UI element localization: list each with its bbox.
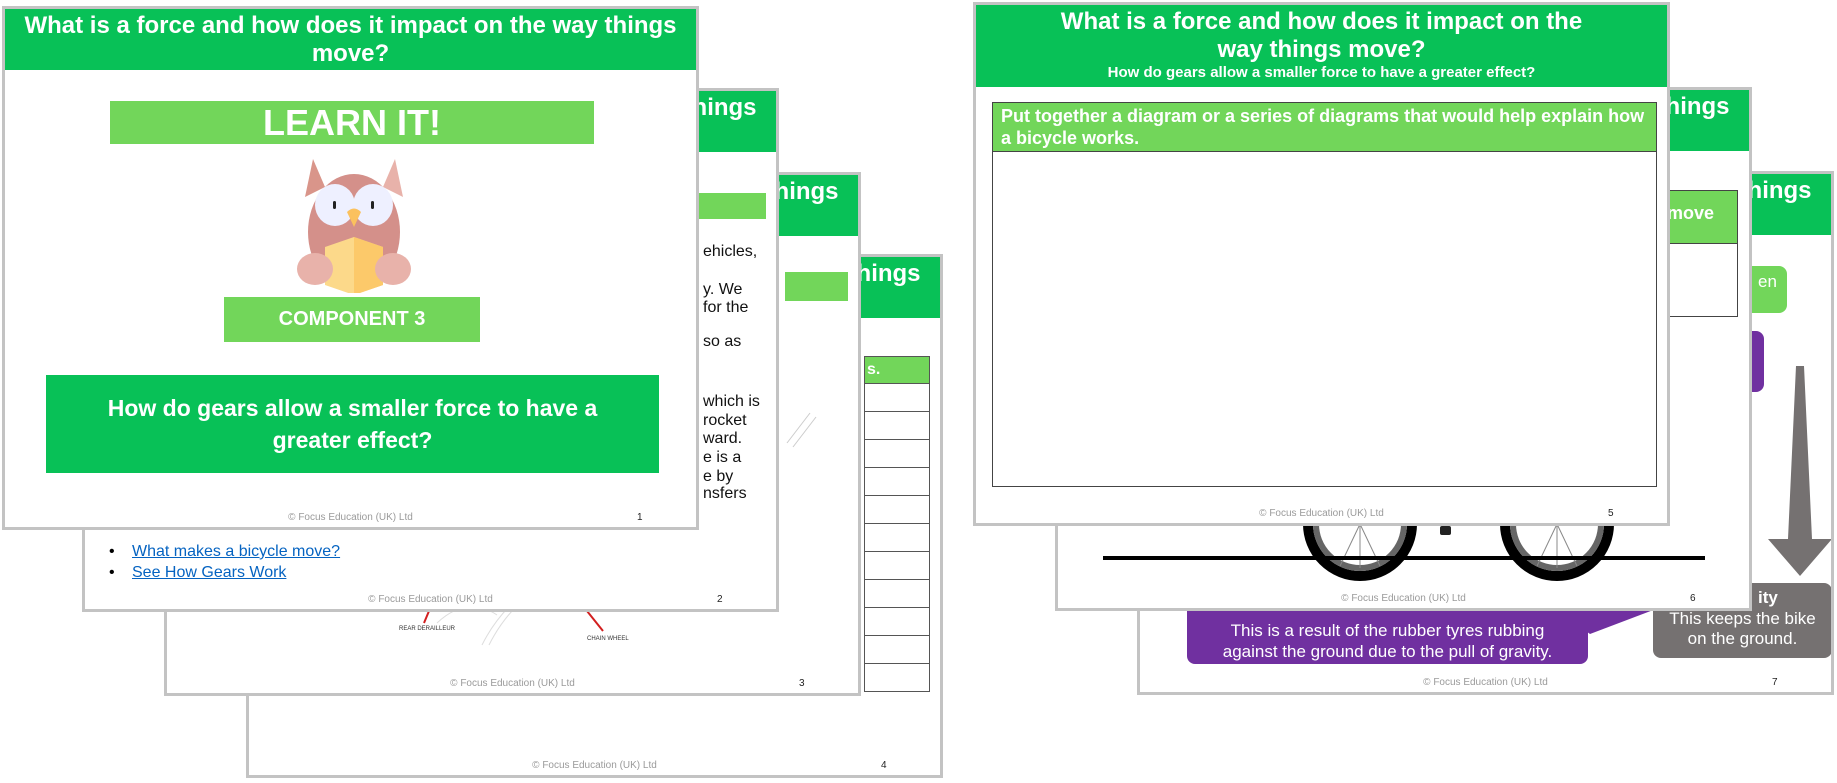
footer: © Focus Education (UK) Ltd bbox=[1341, 593, 1466, 604]
footer: © Focus Education (UK) Ltd bbox=[532, 760, 657, 771]
table-header: s. bbox=[864, 356, 930, 384]
label-rear-derailleur: REAR DERAILLEUR bbox=[399, 626, 456, 632]
bullet: • bbox=[109, 564, 115, 581]
body-text: e is a bbox=[703, 449, 742, 466]
ground-line bbox=[1103, 556, 1705, 560]
bullet: • bbox=[109, 543, 115, 560]
page-number: 4 bbox=[881, 760, 887, 771]
gravity-text: This keeps the bike on the ground. bbox=[1669, 609, 1816, 648]
page-number: 7 bbox=[1772, 677, 1778, 688]
table-row bbox=[864, 384, 930, 412]
footer: © Focus Education (UK) Ltd bbox=[368, 594, 493, 605]
slide-title: What is a force and how does it impact o… bbox=[1060, 8, 1583, 63]
gravity-title: ity bbox=[1758, 588, 1778, 607]
friction-text: This is a result of the rubber tyres rub… bbox=[1222, 621, 1553, 661]
table-row bbox=[864, 524, 930, 552]
table-row bbox=[864, 440, 930, 468]
table-row bbox=[864, 664, 930, 692]
table-row bbox=[864, 468, 930, 496]
body-text: rocket bbox=[703, 412, 747, 429]
lesson-question: How do gears allow a smaller force to ha… bbox=[107, 395, 598, 453]
table-row bbox=[864, 636, 930, 664]
table-row bbox=[864, 608, 930, 636]
arrow-rear-derailleur bbox=[423, 610, 430, 624]
page-number: 1 bbox=[637, 512, 643, 523]
slide-title: What is a force and how does it impact o… bbox=[5, 9, 696, 70]
component-banner: COMPONENT 3 bbox=[224, 297, 480, 342]
footer: © Focus Education (UK) Ltd bbox=[288, 512, 413, 523]
body-text: which is bbox=[703, 393, 760, 410]
table-row bbox=[864, 580, 930, 608]
label-chain-wheel: CHAIN WHEEL bbox=[587, 636, 629, 642]
diagram-task-text: Put together a diagram or a series of di… bbox=[1001, 106, 1645, 148]
owl-reading-book-icon bbox=[297, 159, 411, 293]
footer: © Focus Education (UK) Ltd bbox=[450, 678, 575, 689]
component-label: COMPONENT 3 bbox=[278, 308, 426, 330]
gravity-arrow bbox=[1768, 366, 1831, 576]
page-number: 6 bbox=[1690, 593, 1696, 604]
page-number: 5 bbox=[1608, 508, 1614, 519]
slide-title-block: What is a force and how does it impact o… bbox=[976, 5, 1667, 87]
diagram-task-box[interactable]: Put together a diagram or a series of di… bbox=[992, 102, 1657, 487]
instruction-bar bbox=[785, 272, 848, 301]
link-see-how-gears-work[interactable]: See How Gears Work bbox=[132, 564, 287, 581]
link-what-makes-bicycle-move[interactable]: What makes a bicycle move? bbox=[132, 543, 341, 560]
page-number: 2 bbox=[717, 594, 723, 605]
body-text: for the bbox=[703, 299, 749, 316]
arrow-chain-wheel bbox=[586, 610, 604, 632]
body-text: nsfers bbox=[703, 485, 747, 502]
slide-1[interactable]: What is a force and how does it impact o… bbox=[2, 6, 699, 530]
body-text: e by bbox=[703, 468, 734, 485]
table-row bbox=[864, 412, 930, 440]
slide-subtitle: How do gears allow a smaller force to ha… bbox=[1107, 64, 1536, 81]
question-banner: How do gears allow a smaller force to ha… bbox=[46, 375, 659, 473]
slide-5[interactable]: What is a force and how does it impact o… bbox=[973, 2, 1670, 526]
table-row bbox=[864, 496, 930, 524]
footer: © Focus Education (UK) Ltd bbox=[1259, 508, 1384, 519]
body-text: ward. bbox=[703, 430, 743, 447]
body-text: so as bbox=[703, 333, 742, 350]
page-number: 3 bbox=[799, 678, 805, 689]
body-text: ehicles, bbox=[703, 243, 758, 260]
learn-it-banner: LEARN IT! bbox=[110, 101, 594, 144]
body-text: y. We bbox=[703, 281, 743, 298]
table-header-text: s. bbox=[867, 361, 881, 378]
footer: © Focus Education (UK) Ltd bbox=[1423, 677, 1548, 688]
green-callout-text: en bbox=[1758, 272, 1777, 291]
diagram-task-header: Put together a diagram or a series of di… bbox=[993, 103, 1656, 152]
table-row bbox=[864, 552, 930, 580]
learn-it-label: LEARN IT! bbox=[263, 102, 441, 143]
task-box-text: move bbox=[1667, 203, 1715, 223]
